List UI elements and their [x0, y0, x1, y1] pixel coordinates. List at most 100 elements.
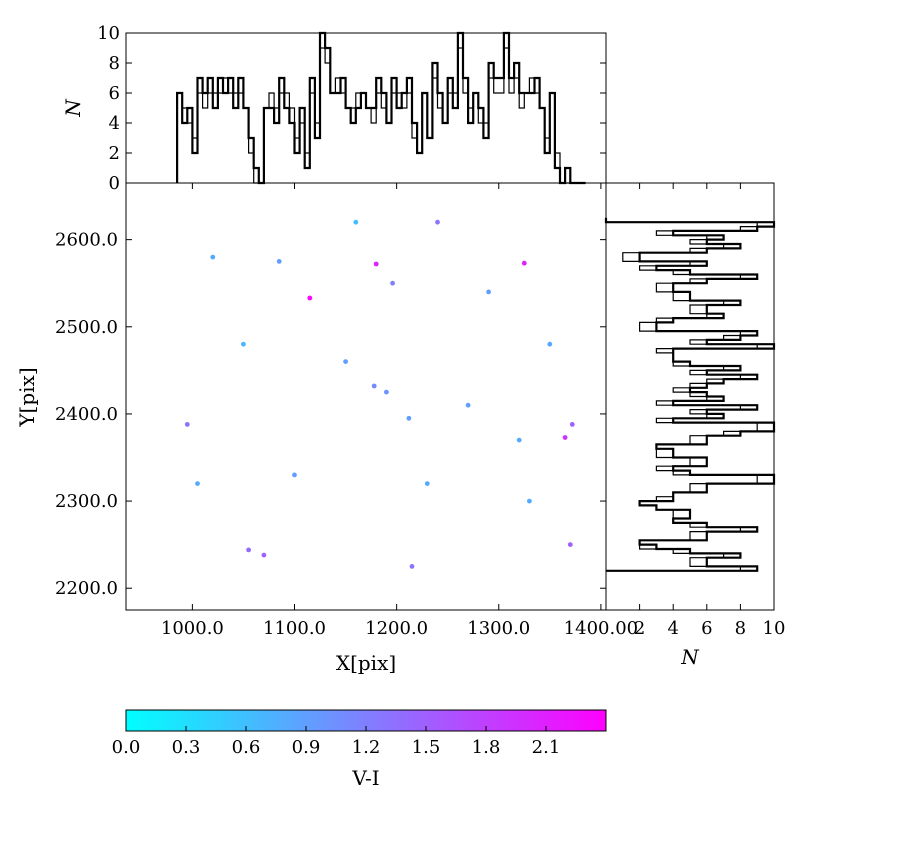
right-histogram-bar	[606, 510, 690, 514]
top-histogram-bar	[468, 123, 473, 183]
top-histogram-y-tick-label: 0	[109, 173, 120, 194]
top-histogram-bar	[555, 168, 560, 183]
right-histogram-bar	[606, 536, 707, 540]
top-histogram-bar	[203, 93, 208, 183]
scatter-x-tick-label: 1400.00	[564, 618, 638, 639]
right-histogram-bar	[606, 257, 640, 261]
right-histogram-bar	[606, 288, 673, 292]
scatter-point	[343, 359, 348, 364]
top-histogram-bar	[432, 63, 437, 183]
scatter-x-axis-label: X[pix]	[336, 651, 396, 675]
top-histogram-bar	[483, 138, 488, 183]
colorbar-tick-label: 1.8	[472, 737, 501, 758]
right-histogram-bar	[606, 375, 757, 379]
top-histogram-bar	[529, 93, 534, 183]
top-histogram-bar	[489, 63, 494, 183]
top-histogram-bar	[254, 168, 259, 183]
top-histogram-bar	[264, 108, 269, 183]
colorbar-tick-label: 1.5	[412, 737, 441, 758]
top-histogram-bar	[361, 93, 366, 183]
scatter-point	[384, 389, 389, 395]
top-histogram-bar	[233, 108, 238, 183]
right-histogram-bar	[606, 253, 640, 257]
right-histogram-bar	[606, 318, 673, 322]
scatter-y-tick-label: 2200.0	[55, 578, 118, 599]
scatter-point	[210, 254, 216, 260]
right-histogram-bar	[606, 366, 740, 370]
top-histogram-bar	[463, 78, 468, 183]
right-histogram-bar	[606, 558, 707, 562]
right-histogram-bar	[606, 431, 740, 435]
top-histogram-bar	[417, 153, 422, 183]
top-histogram-bar	[397, 108, 402, 183]
top-histogram-bar	[494, 78, 499, 183]
top-histogram-bar	[315, 138, 320, 183]
right-histogram-bar	[606, 532, 707, 536]
top-histogram-bar	[402, 93, 407, 183]
top-histogram-bar	[228, 78, 233, 183]
top-histogram-bar	[335, 93, 340, 183]
top-histogram-bar	[356, 108, 361, 183]
right-histogram-bar	[606, 322, 656, 326]
right-histogram-bar	[606, 379, 724, 383]
top-histogram-bar	[351, 123, 356, 183]
right-histogram-bar	[606, 401, 673, 405]
scatter-point	[371, 383, 377, 389]
right-histogram-bar	[606, 475, 774, 479]
top-histogram-bar	[289, 123, 294, 183]
top-histogram-bar	[279, 78, 284, 183]
right-histogram-bar	[606, 331, 757, 335]
top-histogram-bar	[208, 78, 213, 183]
right-histogram-bar	[606, 327, 656, 331]
scatter-points	[184, 219, 575, 569]
scatter-point	[424, 481, 430, 486]
top-histogram-bar	[381, 93, 386, 183]
scatter-point	[567, 542, 573, 547]
scatter-plot-frame	[125, 182, 607, 611]
right-histogram-bar	[606, 222, 774, 226]
right-histogram-bars	[604, 217, 776, 572]
top-histogram-y-tick-label: 8	[109, 53, 120, 74]
scatter-point	[307, 295, 313, 301]
right-histogram-bar	[606, 519, 673, 523]
right-histogram-bar	[606, 283, 673, 287]
top-histogram-bar	[366, 108, 371, 183]
right-histogram-bar	[606, 553, 740, 557]
top-histogram-bar	[243, 108, 248, 183]
scatter-x-tick-label: 1300.0	[467, 618, 530, 639]
top-histogram-bar	[182, 123, 187, 183]
right-histogram-x-tick-label: 2	[634, 618, 645, 639]
top-histogram-bar	[437, 93, 442, 183]
scatter-point	[547, 341, 553, 347]
right-histogram-bar	[606, 545, 656, 549]
top-histogram-bar	[499, 78, 504, 183]
right-histogram-bar	[606, 275, 757, 279]
scatter-point	[292, 472, 297, 478]
right-histogram-bar	[606, 397, 724, 401]
scatter-point	[373, 261, 379, 267]
scatter-y-tick-label: 2600.0	[55, 230, 118, 251]
right-histogram-x-tick-label: 4	[667, 618, 678, 639]
top-histogram-bar	[300, 108, 305, 183]
colorbar-tick-label: 0.3	[172, 737, 201, 758]
colorbar-tick-label: 0.9	[292, 737, 321, 758]
scatter-point	[486, 289, 491, 295]
right-histogram-bar	[606, 418, 673, 422]
scatter-point	[527, 498, 532, 504]
right-histogram-frame	[605, 182, 775, 611]
right-histogram-bar	[606, 497, 673, 501]
top-histogram-bar	[305, 168, 310, 183]
right-histogram-bar	[606, 301, 740, 305]
right-histogram-bar	[606, 440, 707, 444]
colorbar-tick-label: 2.1	[532, 737, 561, 758]
right-histogram-bar	[606, 405, 757, 409]
top-histogram-bar	[422, 93, 427, 183]
top-histogram: 0 2 4 6 8 10 N	[61, 23, 607, 194]
right-histogram-bar	[606, 270, 690, 274]
right-histogram-bar	[606, 414, 724, 418]
top-histogram-bar	[504, 33, 509, 183]
right-histogram-bar	[606, 344, 774, 348]
top-histogram-bar	[295, 153, 300, 183]
right-histogram-bar	[606, 370, 707, 374]
colorbar-label: V-I	[351, 766, 379, 790]
